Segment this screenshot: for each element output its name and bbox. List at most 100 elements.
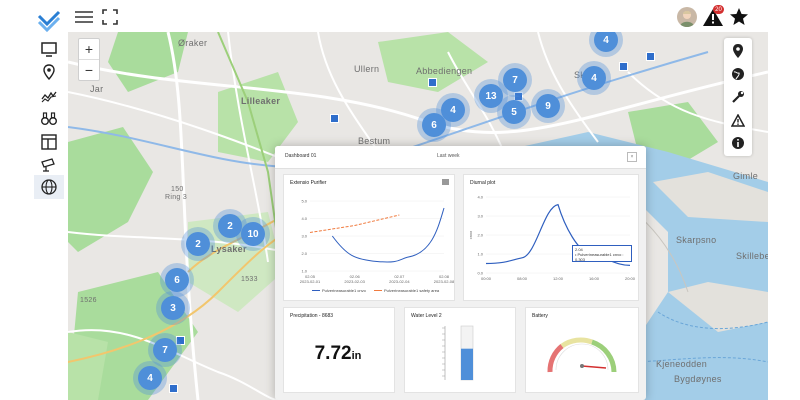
binoculars-icon[interactable]	[38, 108, 60, 130]
battery-widget: Battery	[525, 307, 639, 393]
precipitation-value: 7.72in	[284, 343, 392, 365]
diurnal-plot-widget: Diurnal plot 4.0 3.0 2.0 1.0 0.0 cnvo 00:00 08:…	[463, 174, 639, 301]
series-0	[331, 207, 445, 263]
legend-swatch	[374, 290, 382, 291]
favorites-star-icon[interactable]	[727, 6, 751, 28]
wrench-icon[interactable]	[729, 88, 747, 106]
map-cluster[interactable]: 4	[441, 98, 465, 122]
map-cluster[interactable]: 4	[594, 32, 618, 52]
road-label: Ring 3	[165, 194, 188, 201]
map-cluster[interactable]: 2	[218, 214, 242, 238]
road-label: 1533	[241, 276, 258, 283]
series-line	[309, 214, 400, 233]
globe-icon[interactable]	[34, 175, 64, 199]
map-marker[interactable]	[169, 384, 178, 393]
camera-icon[interactable]	[38, 154, 60, 176]
map-cluster[interactable]: 7	[153, 338, 177, 362]
line-chart-widget: Extensio Purifier 5.0 4.0 3.0 2.0 1.0 02.05 20…	[283, 174, 455, 301]
map-marker[interactable]	[176, 336, 185, 345]
info-icon[interactable]	[729, 134, 747, 152]
chart-tooltip: 2.04 • Pulverineasurable1 cnvo : 0.303	[572, 245, 632, 262]
map-cluster[interactable]: 9	[536, 94, 560, 118]
menu-icon[interactable]	[72, 6, 96, 28]
top-bar: 20	[68, 0, 768, 32]
x-tick-label: 08:00	[517, 276, 528, 281]
place-label: Bygdøynes	[674, 374, 722, 384]
left-nav	[30, 0, 69, 400]
dashboard-panel: Dashboard 01 Last week × Extensio Purifi…	[275, 146, 646, 400]
layout-icon[interactable]	[38, 131, 60, 153]
close-button[interactable]: ×	[627, 152, 637, 162]
x-tick-label: 02.08	[439, 274, 450, 279]
chart-legend: Pulverineasurable1 cnvo Pulverineasurabl…	[312, 287, 452, 295]
y-tick-label: 2.0	[477, 233, 483, 238]
notification-badge: 20	[713, 5, 724, 14]
legend-swatch	[312, 290, 320, 291]
trend-icon[interactable]	[38, 85, 60, 107]
zoom-in-button[interactable]: +	[84, 41, 94, 57]
y-tick-label: 3.0	[477, 214, 483, 219]
widget-title: Battery	[532, 313, 548, 319]
alert-icon[interactable]	[701, 6, 725, 28]
warning-icon[interactable]	[729, 111, 747, 129]
map-cluster[interactable]: 13	[479, 84, 503, 108]
map-marker[interactable]	[619, 62, 628, 71]
zoom-control: + −	[78, 38, 100, 81]
place-label: Skarpsno	[676, 235, 717, 245]
place-label: Øraker	[178, 38, 208, 48]
time-range-select[interactable]: Last week	[437, 153, 460, 159]
x-tick-label: 2023-02-01	[300, 279, 321, 284]
x-tick-label: 2023-02-03	[344, 279, 365, 284]
x-tick-label: 2023-02-08	[434, 279, 454, 284]
y-tick-label: 3.0	[301, 234, 307, 239]
map-cluster[interactable]: 3	[161, 296, 185, 320]
avatar[interactable]	[677, 7, 697, 27]
place-label: Lysaker	[211, 244, 247, 254]
map-cluster[interactable]: 10	[241, 222, 265, 246]
y-tick-label: 0.0	[477, 271, 483, 276]
map-cluster[interactable]: 7	[503, 68, 527, 92]
map-cluster[interactable]: 4	[582, 66, 606, 90]
map-marker[interactable]	[428, 78, 437, 87]
water-level-gauge	[442, 325, 474, 381]
battery-gauge	[547, 337, 617, 373]
map-cluster[interactable]: 4	[138, 366, 162, 390]
place-label: Lilleaker	[241, 96, 281, 106]
y-tick-label: 4.0	[477, 195, 483, 200]
tooltip-time: 2.04	[575, 247, 583, 252]
legend-item[interactable]: Pulverineasurable1 safety area	[384, 288, 440, 293]
precipitation-unit: in	[351, 350, 362, 362]
fullscreen-icon[interactable]	[98, 6, 122, 28]
map-view[interactable]: Øraker Lilleaker Jar Ullern Abbediengen …	[68, 32, 768, 400]
map-marker[interactable]	[646, 52, 655, 61]
map-cluster[interactable]: 2	[186, 232, 210, 256]
map-cluster[interactable]: 6	[165, 268, 189, 292]
widget-title: Precipitation - 8683	[290, 313, 334, 319]
globe-tool-icon[interactable]	[729, 65, 747, 83]
legend-item[interactable]: Pulverineasurable1 cnvo	[322, 288, 366, 293]
map-cluster[interactable]: 6	[422, 113, 446, 137]
x-tick-label: 16:00	[589, 276, 600, 281]
y-tick-label: 1.0	[301, 269, 307, 274]
app-logo[interactable]	[36, 10, 62, 34]
map-marker[interactable]	[330, 114, 339, 123]
y-tick-label: 4.0	[301, 216, 307, 221]
monitor-icon[interactable]	[38, 38, 60, 60]
road-label: 150	[171, 186, 184, 193]
y-tick-label: 5.0	[301, 199, 307, 204]
zoom-out-button[interactable]: −	[79, 59, 99, 80]
x-tick-label: 00:00	[481, 276, 492, 281]
y-tick-label: 1.0	[477, 252, 483, 257]
location-pin-icon[interactable]	[38, 61, 60, 83]
x-tick-label: 02.05	[305, 274, 316, 279]
gauge-needle	[581, 365, 607, 369]
place-label: Jar	[90, 84, 104, 94]
pin-tool-icon[interactable]	[729, 42, 747, 60]
x-tick-label: 02.06	[350, 274, 361, 279]
place-label: Gimle	[733, 171, 759, 181]
place-label: Abbediengen	[416, 66, 473, 76]
widget-menu-icon[interactable]	[442, 179, 449, 185]
map-cluster[interactable]: 5	[502, 100, 526, 124]
series-1	[309, 214, 400, 233]
